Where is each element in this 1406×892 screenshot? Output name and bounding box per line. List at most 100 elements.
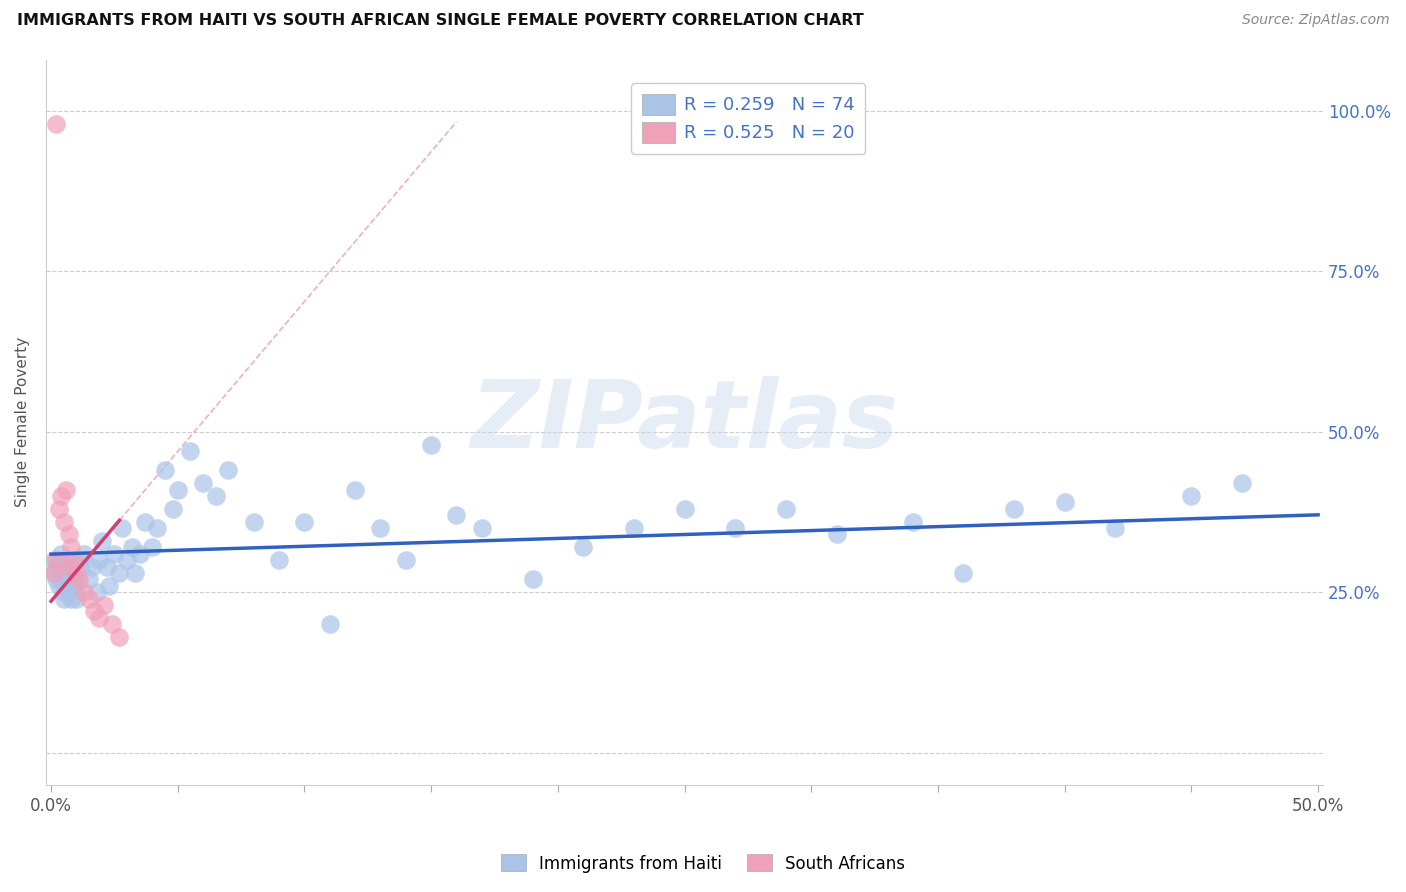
Point [1053, 495, 1076, 509]
Point [179, 444, 201, 458]
Point [51, 573, 73, 587]
Point [73, 547, 96, 561]
Point [522, 573, 544, 587]
Text: Source: ZipAtlas.com: Source: ZipAtlas.com [1241, 13, 1389, 28]
Point [101, 617, 124, 632]
Text: ZIPatlas: ZIPatlas [471, 376, 898, 468]
Point [52, 515, 75, 529]
Point [55, 573, 77, 587]
Point [65, 579, 87, 593]
Point [96, 559, 118, 574]
Point [108, 630, 131, 644]
Point [58, 559, 80, 574]
Point [134, 515, 156, 529]
Point [294, 515, 316, 529]
Point [42, 566, 65, 580]
Text: IMMIGRANTS FROM HAITI VS SOUTH AFRICAN SINGLE FEMALE POVERTY CORRELATION CHART: IMMIGRANTS FROM HAITI VS SOUTH AFRICAN S… [17, 13, 863, 29]
Point [166, 483, 188, 497]
Point [319, 617, 342, 632]
Point [1104, 521, 1126, 535]
Point [45, 559, 67, 574]
Point [70, 559, 93, 574]
Point [103, 547, 125, 561]
Point [1230, 476, 1253, 491]
Point [48, 579, 70, 593]
Point [124, 566, 146, 580]
Point [51, 547, 73, 561]
Point [344, 483, 367, 497]
Point [128, 547, 150, 561]
Point [89, 611, 111, 625]
Point [77, 591, 100, 606]
Point [58, 553, 80, 567]
Point [471, 521, 494, 535]
Point [80, 559, 103, 574]
Point [55, 579, 77, 593]
Point [153, 463, 176, 477]
Point [673, 501, 696, 516]
Point [52, 591, 75, 606]
Point [65, 591, 87, 606]
Point [60, 541, 83, 555]
Point [89, 553, 111, 567]
Point [65, 566, 87, 580]
Y-axis label: Single Female Poverty: Single Female Poverty [15, 337, 30, 508]
Point [370, 521, 392, 535]
Point [60, 566, 83, 580]
Point [45, 117, 67, 131]
Point [45, 553, 67, 567]
Point [60, 591, 83, 606]
Point [115, 553, 138, 567]
Point [58, 585, 80, 599]
Point [55, 559, 77, 574]
Point [952, 566, 974, 580]
Point [204, 489, 226, 503]
Point [420, 437, 443, 451]
Point [45, 573, 67, 587]
Point [269, 553, 291, 567]
Point [825, 527, 848, 541]
Point [52, 585, 75, 599]
Point [1180, 489, 1202, 503]
Point [242, 515, 264, 529]
Point [191, 476, 214, 491]
Point [42, 553, 65, 567]
Point [86, 585, 108, 599]
Point [58, 527, 80, 541]
Point [901, 515, 924, 529]
Point [67, 573, 90, 587]
Point [146, 521, 169, 535]
Point [51, 489, 73, 503]
Point [77, 573, 100, 587]
Point [67, 553, 90, 567]
Point [108, 566, 131, 580]
Point [111, 521, 134, 535]
Point [63, 573, 86, 587]
Point [63, 579, 86, 593]
Point [48, 501, 70, 516]
Point [93, 598, 115, 612]
Point [775, 501, 797, 516]
Point [83, 605, 105, 619]
Point [572, 541, 595, 555]
Point [98, 579, 121, 593]
Point [141, 541, 163, 555]
Point [52, 566, 75, 580]
Point [724, 521, 747, 535]
Legend: Immigrants from Haiti, South Africans: Immigrants from Haiti, South Africans [494, 847, 912, 880]
Point [63, 553, 86, 567]
Point [217, 463, 239, 477]
Point [623, 521, 645, 535]
Point [90, 533, 112, 548]
Point [1002, 501, 1025, 516]
Legend: R = 0.259   N = 74, R = 0.525   N = 20: R = 0.259 N = 74, R = 0.525 N = 20 [631, 83, 865, 153]
Point [395, 553, 418, 567]
Point [121, 541, 143, 555]
Point [162, 501, 184, 516]
Point [55, 483, 77, 497]
Point [446, 508, 468, 523]
Point [42, 566, 65, 580]
Point [48, 566, 70, 580]
Point [48, 553, 70, 567]
Point [73, 585, 96, 599]
